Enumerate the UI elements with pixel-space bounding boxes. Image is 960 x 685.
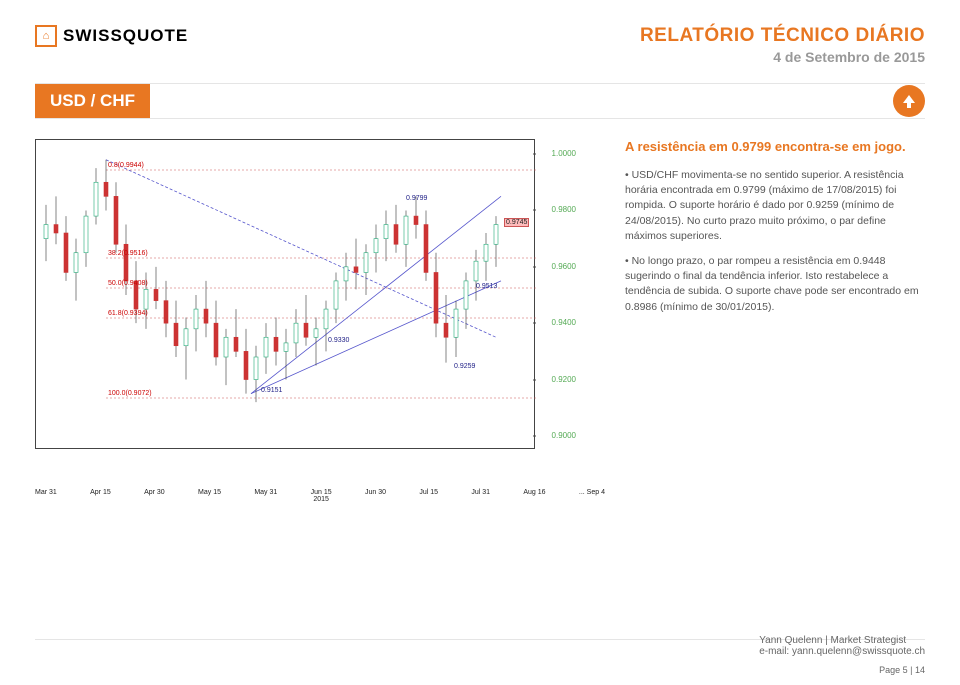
trend-up-icon xyxy=(893,85,925,117)
author-name: Yann Quelenn | Market Strategist xyxy=(759,635,925,646)
footer: Yann Quelenn | Market Strategist e-mail:… xyxy=(759,635,925,657)
logo-icon: ⌂ xyxy=(35,25,57,47)
currency-pair-tab: USD / CHF xyxy=(35,84,150,118)
report-date: 4 de Setembro de 2015 xyxy=(640,49,925,65)
page-number: Page 5 | 14 xyxy=(879,665,925,675)
logo: ⌂ SWISSQUOTE xyxy=(35,25,188,47)
logo-text: SWISSQUOTE xyxy=(63,26,188,46)
chart-x-axis: Mar 31Apr 15Apr 30May 15May 31Jun 152015… xyxy=(35,489,605,503)
analysis-p1: • USD/CHF movimenta-se no sentido superi… xyxy=(625,168,925,244)
report-title: RELATÓRIO TÉCNICO DIÁRIO xyxy=(640,25,925,47)
price-chart: 0.8(0.9944)38.2(0.9516)50.0(0.9408)61.8(… xyxy=(35,139,605,489)
author-email: e-mail: yann.quelenn@swissquote.ch xyxy=(759,646,925,657)
analysis-p2: • No longo prazo, o par rompeu a resistê… xyxy=(625,254,925,315)
analysis-title: A resistência em 0.9799 encontra-se em j… xyxy=(625,139,925,156)
